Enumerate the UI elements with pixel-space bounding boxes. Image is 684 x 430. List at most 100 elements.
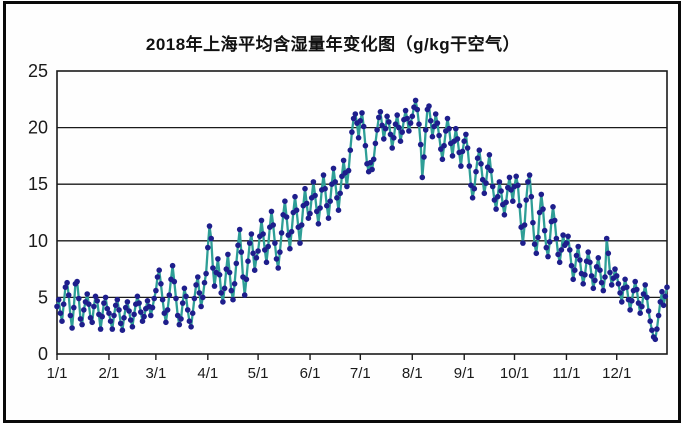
x-axis-label: 6/1 [300,365,321,382]
data-point [397,138,404,144]
data-point [619,299,625,305]
data-point [243,276,250,283]
data-point [613,273,620,279]
data-point [236,226,243,233]
data-point [458,163,464,169]
data-point [622,276,628,283]
data-point [439,156,446,163]
x-axis-label: 12/1 [602,365,631,382]
data-point [67,312,74,319]
data-point [508,187,514,193]
data-point [384,113,390,120]
data-point [317,205,323,211]
data-point [560,232,566,238]
data-point [121,315,127,321]
data-point [602,274,608,280]
data-point [62,284,69,291]
data-point [478,161,484,167]
data-point [320,172,327,178]
data-point [510,198,516,204]
data-point [590,285,597,292]
data-point [523,197,529,203]
data-point [349,129,355,135]
data-point [158,281,164,287]
data-point [116,307,122,313]
data-point [382,125,389,132]
data-point [176,321,183,328]
data-point [546,239,553,245]
data-point [404,115,411,122]
data-point [69,325,75,331]
data-point [531,241,538,247]
x-axis-label: 11/1 [552,365,580,382]
data-point [345,167,352,174]
data-point [203,270,209,277]
data-point [183,293,189,300]
data-point [481,190,488,197]
data-point [355,135,362,141]
data-line [55,99,669,341]
data-point [543,244,550,251]
data-point [461,138,468,144]
data-point [662,293,669,300]
data-point [370,156,377,163]
data-point [496,179,503,185]
data-point [159,296,166,303]
data-point [186,318,193,325]
data-point [419,174,426,181]
data-point [588,273,595,279]
x-axis-label: 4/1 [197,365,218,382]
data-point [225,251,231,258]
data-point [181,285,188,292]
data-point [516,202,523,209]
data-point [196,290,203,296]
data-point [272,240,278,246]
data-point [129,324,136,330]
data-point [360,123,367,130]
data-point [169,262,176,269]
data-point [627,307,633,313]
data-point [407,120,414,126]
data-point [535,234,541,241]
data-point [655,312,662,319]
x-axis-label: 10/1 [500,365,529,382]
data-point [302,185,308,192]
data-point [235,242,241,249]
data-point [617,290,623,296]
data-point [533,250,540,257]
data-point [327,198,334,204]
data-point [97,326,104,332]
data-point [391,135,397,141]
data-point [164,307,171,313]
data-point [303,200,310,207]
data-point [77,316,84,322]
data-point [305,215,312,221]
data-point [178,316,184,322]
data-point [226,269,233,276]
data-point [577,257,583,263]
data-point [106,310,112,317]
data-point [572,267,578,274]
data-point [188,324,194,330]
data-point [406,128,412,134]
data-point [624,284,630,291]
data-point [253,254,260,261]
data-point [198,303,204,310]
data-point [503,199,509,206]
data-point [659,288,665,295]
data-point [91,303,97,310]
data-point [412,97,419,104]
data-point [297,240,303,246]
data-point [372,140,379,147]
data-point [501,212,508,218]
data-point [102,294,109,301]
data-point [567,247,573,253]
data-point [432,111,439,117]
data-point [347,147,354,153]
data-point [598,279,605,286]
data-point [210,265,216,271]
data-point [111,312,117,319]
data-point [573,252,580,259]
data-point [441,142,447,149]
